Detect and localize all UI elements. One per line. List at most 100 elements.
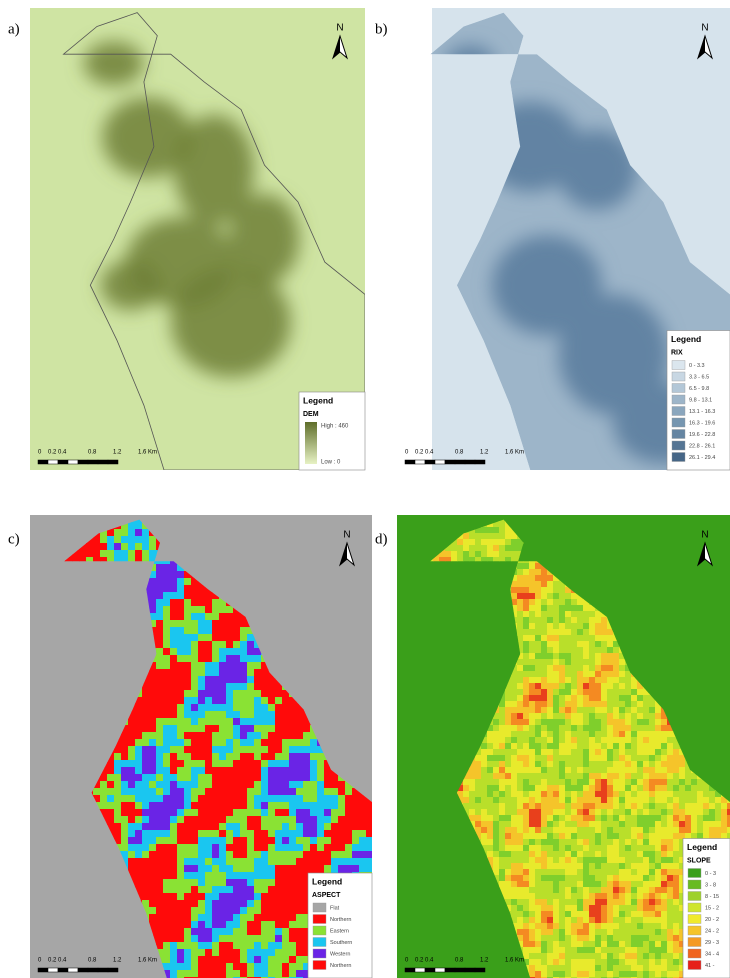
slope-cell <box>583 629 590 636</box>
aspect-cell <box>296 844 304 852</box>
aspect-cell <box>163 928 171 936</box>
aspect-cell <box>198 613 206 621</box>
aspect-cell <box>212 900 220 908</box>
aspect-cell <box>219 606 227 614</box>
aspect-cell <box>233 963 241 971</box>
aspect-cell <box>352 823 360 831</box>
aspect-cell <box>233 655 241 663</box>
aspect-cell <box>219 613 227 621</box>
aspect-cell <box>191 907 199 915</box>
aspect-cell <box>282 732 290 740</box>
aspect-cell <box>240 683 248 691</box>
aspect-cell <box>212 599 220 607</box>
aspect-cell <box>317 844 325 852</box>
aspect-cell <box>191 963 199 971</box>
aspect-cell <box>338 788 346 796</box>
aspect-cell <box>275 837 283 845</box>
legend-class: 3.3 - 6.5 <box>689 374 709 380</box>
aspect-cell <box>170 963 178 971</box>
aspect-cell <box>205 795 213 803</box>
aspect-cell <box>331 865 339 873</box>
aspect-cell <box>247 942 255 950</box>
aspect-cell <box>142 704 150 712</box>
aspect-cell <box>219 718 227 726</box>
aspect-cell <box>177 669 185 677</box>
aspect-cell <box>198 683 206 691</box>
aspect-cell <box>212 823 220 831</box>
aspect-cell <box>107 795 115 803</box>
aspect-cell <box>338 781 346 789</box>
scale-segment <box>415 460 425 464</box>
aspect-cell <box>268 816 276 824</box>
aspect-cell <box>212 886 220 894</box>
aspect-cell <box>275 781 283 789</box>
slope-cell <box>547 659 554 666</box>
aspect-cell <box>205 683 213 691</box>
aspect-cell <box>100 802 108 810</box>
aspect-cell <box>261 718 269 726</box>
aspect-cell <box>156 837 164 845</box>
aspect-cell <box>191 627 199 635</box>
legend-class: Northern <box>330 963 351 969</box>
aspect-cell <box>184 795 192 803</box>
aspect-cell <box>296 767 304 775</box>
aspect-cell <box>226 760 234 768</box>
aspect-cell <box>114 529 122 537</box>
aspect-cell <box>345 844 353 852</box>
aspect-cell <box>254 942 262 950</box>
slope-cell <box>493 539 500 546</box>
aspect-cell <box>226 711 234 719</box>
terrain-blob <box>84 41 144 85</box>
legend-class: 22.8 - 26.1 <box>689 443 715 449</box>
aspect-cell <box>142 718 150 726</box>
aspect-cell <box>275 942 283 950</box>
aspect-cell <box>121 550 129 558</box>
aspect-cell <box>331 795 339 803</box>
aspect-cell <box>149 872 157 880</box>
aspect-cell <box>226 697 234 705</box>
aspect-cell <box>198 774 206 782</box>
slope-cell <box>517 581 524 588</box>
aspect-cell <box>282 816 290 824</box>
aspect-cell <box>247 641 255 649</box>
slope-cell <box>571 665 578 672</box>
aspect-cell <box>177 753 185 761</box>
aspect-cell <box>317 830 325 838</box>
aspect-cell <box>219 928 227 936</box>
aspect-cell <box>219 690 227 698</box>
aspect-cell <box>135 767 143 775</box>
aspect-cell <box>212 662 220 670</box>
aspect-cell <box>198 669 206 677</box>
aspect-cell <box>268 683 276 691</box>
aspect-cell <box>177 942 185 950</box>
aspect-cell <box>170 620 178 628</box>
aspect-cell <box>198 851 206 859</box>
aspect-cell <box>212 942 220 950</box>
aspect-cell <box>352 795 360 803</box>
aspect-cell <box>128 550 136 558</box>
slope-cell <box>475 551 482 558</box>
aspect-cell <box>156 578 164 586</box>
aspect-cell <box>163 725 171 733</box>
aspect-cell <box>205 641 213 649</box>
aspect-cell <box>289 774 297 782</box>
aspect-cell <box>163 648 171 656</box>
aspect-cell <box>240 928 248 936</box>
aspect-cell <box>156 865 164 873</box>
aspect-cell <box>170 949 178 957</box>
slope-cell <box>535 593 542 600</box>
aspect-cell <box>163 613 171 621</box>
aspect-cell <box>282 711 290 719</box>
north-label: N <box>336 23 343 34</box>
aspect-cell <box>163 606 171 614</box>
slope-cell <box>553 593 560 600</box>
slope-cell <box>547 635 554 642</box>
aspect-cell <box>149 907 157 915</box>
aspect-cell <box>282 970 290 978</box>
aspect-cell <box>163 935 171 943</box>
aspect-cell <box>163 963 171 971</box>
slope-cell <box>553 647 560 654</box>
aspect-cell <box>170 802 178 810</box>
aspect-cell <box>198 592 206 600</box>
slope-cell <box>589 617 596 624</box>
